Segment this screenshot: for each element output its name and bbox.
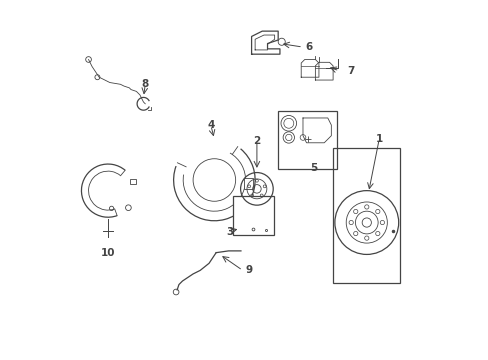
Bar (130, 179, 136, 184)
Bar (278, 111, 336, 169)
Text: 9: 9 (245, 265, 252, 275)
Text: 4: 4 (207, 120, 214, 130)
Text: 1: 1 (375, 134, 382, 144)
Bar (244, 178, 252, 189)
Text: 5: 5 (309, 163, 317, 172)
Text: 8: 8 (142, 79, 148, 89)
Text: 2: 2 (253, 136, 260, 146)
Text: 3: 3 (225, 227, 233, 237)
Text: 7: 7 (346, 66, 354, 76)
Bar (332, 148, 400, 283)
Text: 10: 10 (101, 248, 115, 258)
Bar (233, 196, 273, 235)
Text: 6: 6 (305, 42, 312, 52)
